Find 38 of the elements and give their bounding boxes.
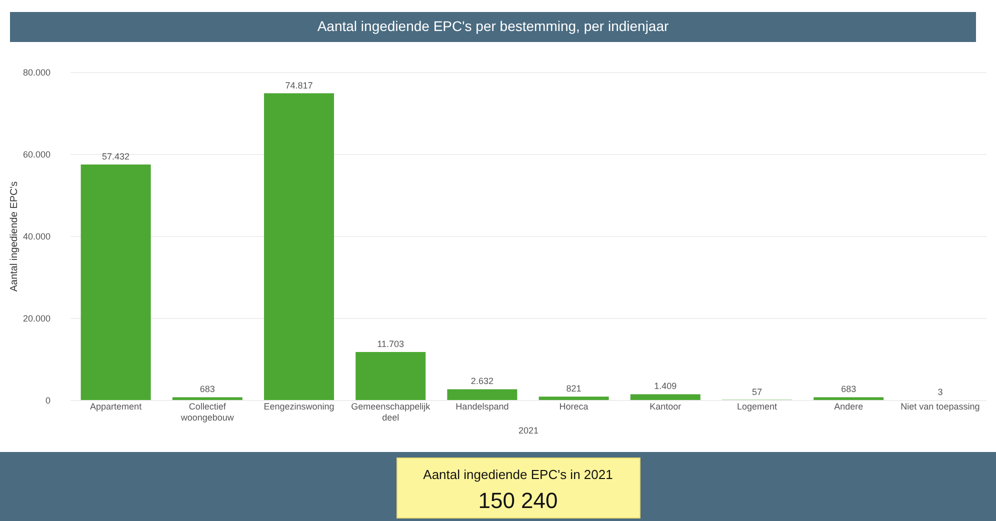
x-tick-label: Appartement: [90, 402, 142, 412]
x-tick-label: Collectief woongebouw: [180, 402, 234, 422]
y-tick-label: 80.000: [22, 68, 50, 78]
data-label: 11.703: [377, 339, 404, 350]
data-label: 57.432: [102, 152, 130, 162]
chart-title: Aantal ingediende EPC's per bestemming, per indienjaar: [317, 18, 669, 34]
data-label: 683: [200, 384, 215, 394]
x-tick-label: Horeca: [559, 402, 588, 412]
x-tick-label: Logement: [736, 402, 778, 412]
data-label: 683: [841, 384, 856, 394]
x-tick-label: Niet van toepassing: [900, 402, 980, 412]
bar: [356, 352, 426, 400]
data-label: 2.632: [470, 376, 494, 386]
bar: [630, 394, 700, 400]
data-label: 1.409: [654, 381, 677, 392]
y-tick-label: 20.000: [22, 314, 50, 324]
data-label: 74.817: [285, 80, 313, 90]
y-tick-label: 40.000: [22, 232, 50, 242]
x-tick-label: Andere: [834, 402, 864, 412]
bar: [538, 396, 609, 400]
x-tick-label: Gemeenschappelijk deel: [351, 402, 431, 422]
x-tick-label: Eengezinswoning: [264, 402, 334, 412]
bar: [814, 397, 884, 400]
y-tick-label: 0: [45, 396, 50, 406]
y-tick-label: 60.000: [22, 150, 50, 160]
bar: [264, 93, 334, 400]
bar: [80, 164, 151, 400]
text: 150 240: [478, 488, 558, 513]
text: Aantal ingediende EPC's in 2021: [423, 467, 613, 482]
y-axis-title: Aantal ingediende EPC's: [8, 181, 20, 292]
x-tick-label: Handelspand: [456, 402, 509, 412]
bar: [172, 397, 242, 400]
x-axis-title: 2021: [518, 426, 539, 436]
data-label: 821: [566, 384, 582, 394]
bar: [447, 389, 518, 400]
data-label: 3: [938, 386, 943, 397]
x-tick-label: Kantoor: [650, 402, 682, 412]
data-label: 57: [752, 386, 762, 397]
